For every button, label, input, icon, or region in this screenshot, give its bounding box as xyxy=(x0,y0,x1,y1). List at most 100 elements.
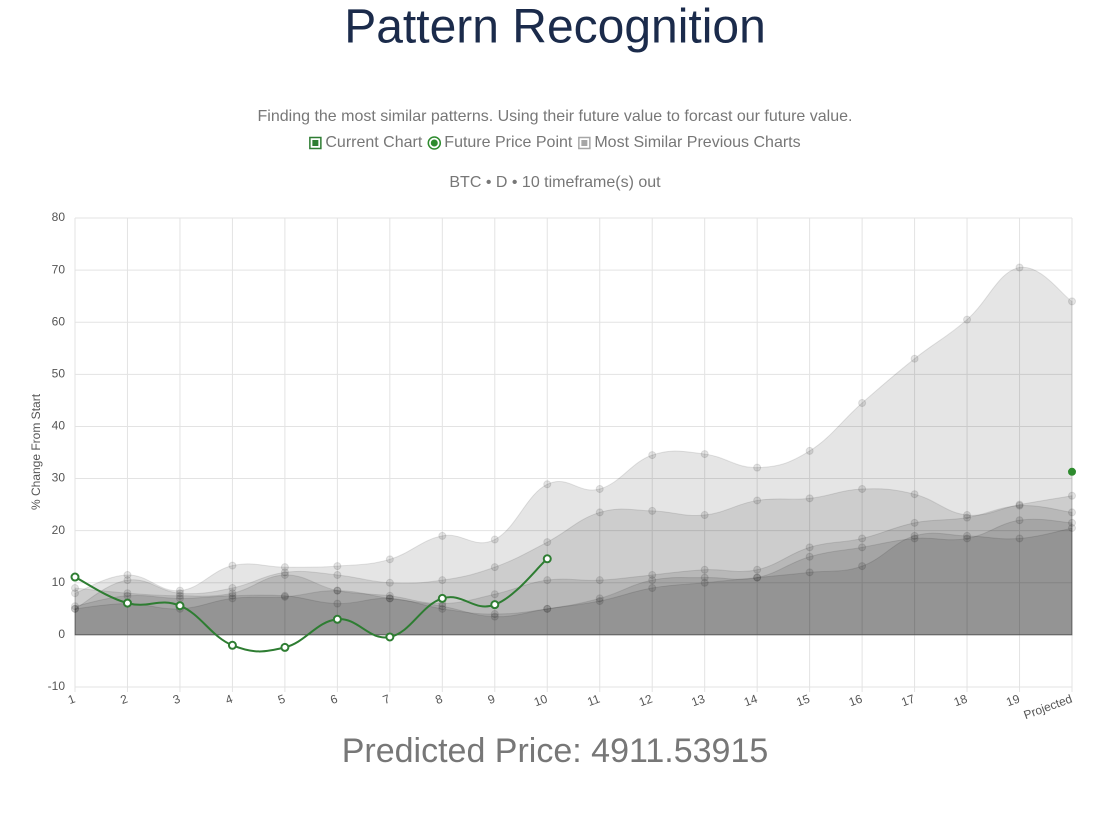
legend: Current Chart Future Price Point Most Simi… xyxy=(309,134,801,151)
similar-point xyxy=(228,589,237,598)
point xyxy=(70,572,80,582)
similar-point xyxy=(1015,534,1024,543)
similar-point xyxy=(438,604,447,613)
x-tick-label: 7 xyxy=(381,692,392,708)
predicted-price: Predicted Price: 4911.53915 xyxy=(342,732,769,770)
similar-point xyxy=(1015,500,1024,509)
similar-point xyxy=(490,535,499,544)
legend-icon xyxy=(430,139,438,147)
page-title: Pattern Recognition xyxy=(344,1,766,54)
similar-point xyxy=(805,446,814,455)
similar-point xyxy=(280,592,289,601)
y-tick-label: 20 xyxy=(52,523,66,537)
similar-point xyxy=(385,594,394,603)
similar-point xyxy=(595,597,604,606)
chart-title: BTC • D • 10 timeframe(s) out xyxy=(449,174,661,191)
legend-item: Future Price Point xyxy=(427,134,573,151)
point xyxy=(385,632,395,642)
similar-area xyxy=(74,518,1073,636)
similar-point xyxy=(595,594,604,603)
similar-area xyxy=(74,505,1073,636)
similar-point xyxy=(805,494,814,503)
similar-point xyxy=(700,565,709,574)
point xyxy=(542,554,552,564)
similar-point xyxy=(648,583,657,592)
similar-point xyxy=(1068,518,1076,527)
similar-point xyxy=(858,534,867,543)
x-tick-label: 1 xyxy=(66,692,77,708)
similar-point xyxy=(71,589,79,598)
y-tick-label: 50 xyxy=(52,367,66,381)
similar-point xyxy=(123,591,132,600)
similar-point xyxy=(333,570,342,579)
similar-point xyxy=(123,589,132,598)
similar-point xyxy=(438,531,447,540)
similar-point xyxy=(858,484,867,493)
similar-point xyxy=(700,450,709,459)
legend-icon xyxy=(578,136,591,150)
similar-point xyxy=(700,573,709,582)
similar-point xyxy=(228,561,237,570)
similar-point xyxy=(963,534,972,543)
similar-area xyxy=(74,266,1073,636)
similar-point xyxy=(753,573,762,582)
legend-item: Most Similar Previous Charts xyxy=(578,134,801,151)
x-tick-label: 5 xyxy=(276,692,287,708)
y-tick-label: 60 xyxy=(52,314,66,328)
similar-point xyxy=(805,568,814,577)
similar-point xyxy=(910,518,919,527)
similar-point xyxy=(175,586,184,595)
point xyxy=(1068,467,1076,476)
similar-area xyxy=(74,527,1073,636)
x-tick-label: 3 xyxy=(171,692,182,708)
point xyxy=(437,593,447,603)
similar-point xyxy=(910,490,919,499)
legend-icon xyxy=(312,140,319,146)
y-axis-title: % Change From Start xyxy=(29,393,43,510)
legend-icon xyxy=(581,140,588,146)
similar-point xyxy=(648,576,657,585)
similar-point xyxy=(753,496,762,505)
similar-point xyxy=(700,511,709,520)
similar-point xyxy=(280,591,289,600)
similar-point xyxy=(385,591,394,600)
x-tick-label: 9 xyxy=(486,692,497,708)
x-tick-label: Projected xyxy=(1022,692,1074,722)
similar-point xyxy=(1015,516,1024,525)
similar-point xyxy=(1015,501,1024,510)
similar-point xyxy=(490,590,499,599)
similar-point xyxy=(333,586,342,595)
similar-point xyxy=(648,570,657,579)
similar-point xyxy=(333,562,342,571)
similar-point xyxy=(438,602,447,611)
x-tick-label: 8 xyxy=(433,692,444,708)
similar-point xyxy=(1068,297,1076,306)
similar-point xyxy=(700,578,709,587)
x-tick-label: 19 xyxy=(1004,692,1022,710)
similar-point xyxy=(490,563,499,572)
similar-point xyxy=(1015,263,1024,272)
similar-point xyxy=(71,602,79,611)
similar-point xyxy=(910,534,919,543)
legend-label: Current Chart xyxy=(325,134,422,151)
y-tick-label: 30 xyxy=(52,471,66,485)
similar-point xyxy=(1068,524,1076,533)
similar-point xyxy=(438,576,447,585)
similar-point xyxy=(385,555,394,564)
y-tick-label: -10 xyxy=(48,679,66,693)
similar-point xyxy=(595,576,604,585)
similar-point xyxy=(333,599,342,608)
similar-point xyxy=(490,612,499,621)
x-tick-label: 13 xyxy=(689,692,707,710)
point xyxy=(332,614,342,624)
legend-item: Current Chart xyxy=(309,134,423,151)
point xyxy=(122,598,132,608)
similar-point xyxy=(228,591,237,600)
similar-point xyxy=(1068,491,1076,500)
legend-label: Future Price Point xyxy=(444,134,573,151)
similar-point xyxy=(963,315,972,324)
similar-point xyxy=(753,565,762,574)
similar-point xyxy=(71,583,79,592)
